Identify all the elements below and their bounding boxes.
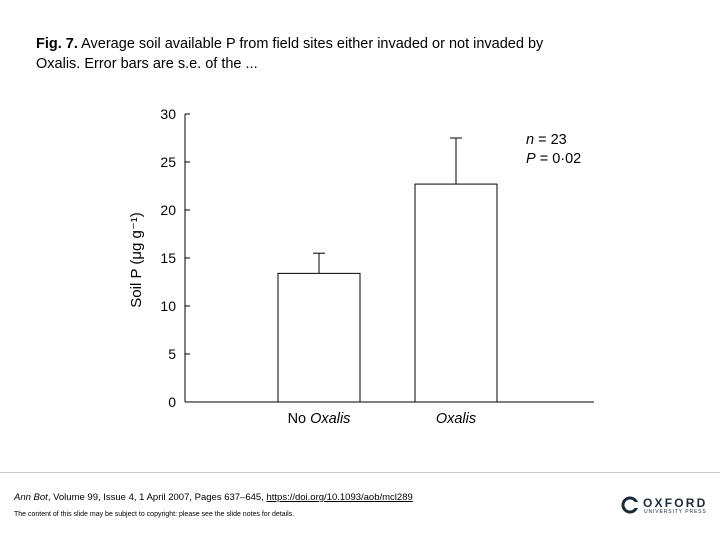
stat-annotation: n = 23: [526, 132, 567, 148]
doi-link[interactable]: https://doi.org/10.1093/aob/mcl289: [266, 492, 413, 503]
footer-divider: [0, 472, 720, 473]
figure-label: Fig. 7.: [36, 36, 78, 52]
y-axis-label: Soil P (μg g⁻¹): [128, 212, 145, 307]
x-category-label: No Oxalis: [288, 411, 351, 427]
y-tick-label: 15: [160, 250, 176, 266]
chart-axes: 0 5 10 15 20 25 30: [160, 106, 594, 410]
y-tick-label: 10: [160, 298, 176, 314]
citation-journal: Ann Bot: [14, 492, 48, 503]
copyright-notice: The content of this slide may be subject…: [14, 511, 295, 518]
bar-chart: 0 5 10 15 20 25 30 Soil P (μg g⁻¹) No Oxalis Oxa…: [128, 106, 594, 427]
stat-annotation: P = 0·02: [526, 151, 581, 167]
bar-oxalis: [414, 183, 498, 403]
x-category-label: Oxalis: [436, 411, 476, 427]
citation: Ann Bot, Volume 99, Issue 4, 1 April 200…: [14, 492, 413, 504]
y-tick-label: 20: [160, 202, 176, 218]
chart-labels: Soil P (μg g⁻¹) No Oxalis Oxalis n = 23 P = …: [128, 132, 581, 427]
oxford-logo-icon: [621, 496, 639, 514]
y-tick-label: 30: [160, 106, 176, 122]
oxford-logo[interactable]: OXFORD UNIVERSITY PRESS: [621, 495, 711, 519]
oxford-logo-wordmark: OXFORD: [643, 496, 708, 510]
citation-details: , Volume 99, Issue 4, 1 April 2007, Page…: [47, 492, 267, 503]
chart-bars: [277, 137, 498, 403]
figure-caption-text: Average soil available P from field site…: [36, 36, 544, 72]
y-tick-label: 25: [160, 154, 176, 170]
bar-no-oxalis: [277, 272, 361, 403]
y-tick-label: 5: [168, 346, 176, 362]
figure-caption: Fig. 7. Average soil available P from fi…: [36, 34, 556, 74]
oxford-logo-subtitle: UNIVERSITY PRESS: [644, 509, 707, 515]
y-tick-label: 0: [168, 394, 176, 410]
